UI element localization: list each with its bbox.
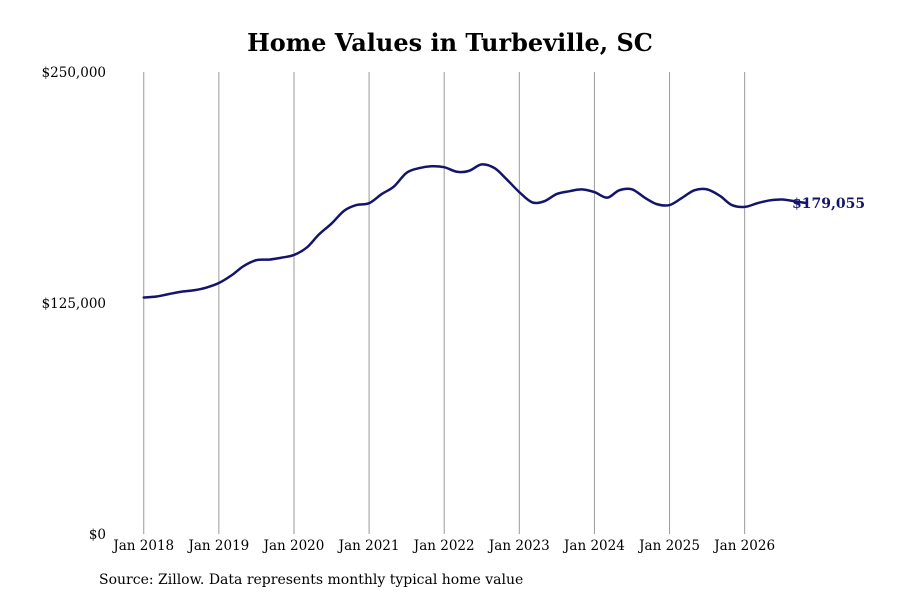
y-tick-label: $0 bbox=[89, 527, 106, 543]
x-tick-label: Jan 2026 bbox=[712, 538, 775, 554]
y-axis-ticks: $0 $125,000 $250,000 bbox=[42, 65, 106, 543]
y-tick-label: $125,000 bbox=[42, 296, 106, 312]
series-layer bbox=[142, 163, 809, 299]
chart-title: Home Values in Turbeville, SC bbox=[247, 28, 653, 57]
x-tick-label: Jan 2019 bbox=[186, 538, 249, 554]
x-tick-label: Jan 2022 bbox=[412, 538, 475, 554]
x-tick-label: Jan 2023 bbox=[487, 538, 550, 554]
y-tick-label: $250,000 bbox=[42, 65, 106, 81]
x-tick-label: Jan 2020 bbox=[262, 538, 325, 554]
series-line-0 bbox=[142, 163, 809, 299]
gridlines bbox=[143, 72, 746, 534]
x-tick-label: Jan 2025 bbox=[637, 538, 700, 554]
x-tick-label: Jan 2024 bbox=[562, 538, 625, 554]
x-tick-label: Jan 2021 bbox=[337, 538, 400, 554]
end-value-layer: $179,055 bbox=[792, 196, 865, 212]
x-tick-label: Jan 2018 bbox=[111, 538, 174, 554]
source-note: Source: Zillow. Data represents monthly … bbox=[99, 572, 524, 588]
end-value-label: $179,055 bbox=[792, 196, 865, 212]
x-axis-ticks: Jan 2018 Jan 2019 Jan 2020 Jan 2021 Jan 2022… bbox=[111, 538, 775, 554]
